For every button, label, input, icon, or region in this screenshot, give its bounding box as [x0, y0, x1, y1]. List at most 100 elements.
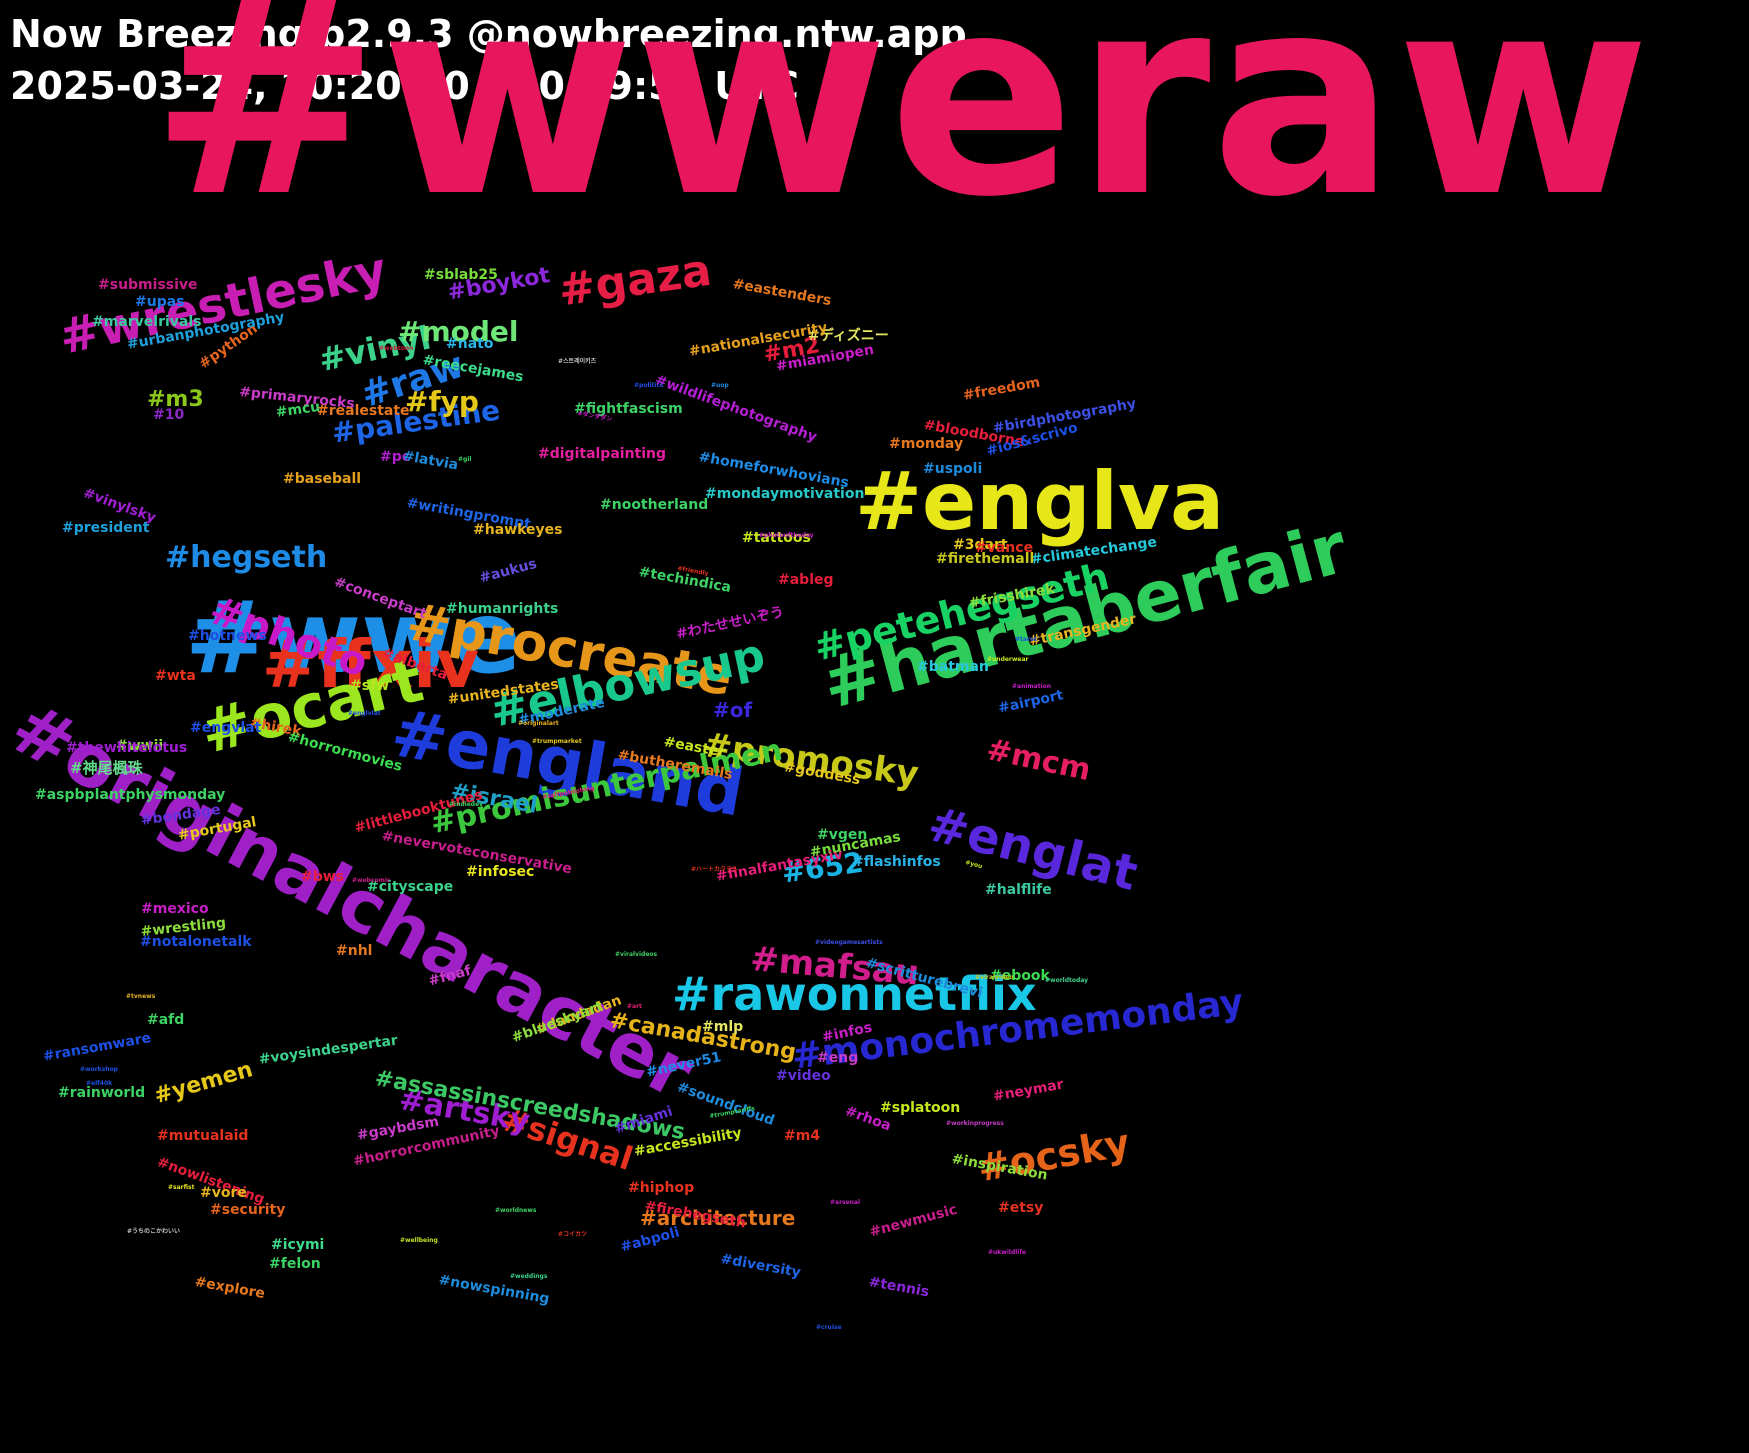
hashtag-mexico: #mexico — [141, 901, 209, 917]
hashtag-batman: #batman — [917, 659, 989, 675]
hashtag-tarot: #tarot — [1015, 636, 1037, 643]
hashtag-tag: #うちのこかわいい — [127, 1228, 181, 1235]
hashtag-ffxiv: #ffxiv — [262, 626, 479, 703]
hashtag-pc: #pc — [380, 449, 411, 465]
hashtag-mcm: #mcm — [983, 732, 1094, 789]
hashtag-tag: #神尾楓珠 — [70, 759, 143, 777]
hashtag-trumpmarket: #trumpmarket — [532, 738, 582, 745]
hashtag-videogamesartists: #videogamesartists — [815, 939, 883, 946]
hashtag-ukwildlife: #ukwildlife — [988, 1249, 1027, 1256]
hashtag-weddings: #weddings — [510, 1273, 548, 1280]
hashtag-explore: #explore — [193, 1274, 267, 1303]
hashtag-cityscape: #cityscape — [367, 879, 454, 895]
hashtag-president: #president — [62, 520, 150, 536]
hashtag-sarfist: #sarfist — [168, 1184, 195, 1191]
hashtag-nato: #nato — [446, 336, 494, 352]
hashtag-vgen: #vgen — [817, 827, 868, 843]
hashtag-newmusic: #newmusic — [867, 1201, 959, 1241]
hashtag-digitalpainting: #digitalpainting — [538, 446, 667, 462]
hashtag-yemen: #yemen — [151, 1057, 256, 1110]
hashtag-video: #video — [776, 1068, 831, 1084]
hashtag-politics: #politics — [634, 382, 664, 389]
hashtag-wwii: #wwii — [116, 738, 164, 754]
hashtag-gil: #gil — [458, 456, 472, 463]
hashtag-ocsky: #ocsky — [974, 1120, 1133, 1191]
hashtag-freedom: #freedom — [961, 374, 1042, 404]
hashtag-marvelrivals: #marvelrivals — [92, 314, 202, 330]
page-title: Now Breezing b2.9.3 @nowbreezing.ntw.app — [10, 12, 967, 56]
hashtag-security: #security — [210, 1202, 286, 1218]
hashtag-eastenders: #eastenders — [731, 276, 833, 310]
hashtag-tag: #コイカツ — [558, 1231, 588, 1238]
hashtag-tattoos: #tattoos — [742, 530, 811, 546]
hashtag-rawonnetflix: #rawonnetflix — [672, 967, 1037, 1021]
hashtag-tvnews: #tvnews — [126, 993, 156, 1000]
hashtag-of: #of — [713, 698, 753, 722]
hashtag-latvia: #latvia — [401, 448, 460, 474]
hashtag-gaza: #gaza — [555, 244, 715, 317]
hashtag-hegseth: #hegseth — [165, 540, 328, 575]
hashtag-hiphop: #hiphop — [628, 1180, 695, 1196]
hashtag-ebook: #ebook — [990, 968, 1050, 984]
hashtag-felon: #felon — [269, 1256, 321, 1272]
hashtag-englvlat: #englvlat — [348, 710, 381, 717]
hashtag-diversity: #diversity — [719, 1251, 802, 1281]
hashtag-tag: #스트레이키즈 — [558, 358, 597, 365]
hashtag-workshop: #workshop — [80, 1066, 118, 1073]
hashtag-hawkeyes: #hawkeyes — [473, 522, 563, 538]
hashtag-mondaymotivation: #mondaymotivation — [705, 486, 865, 502]
hashtag-model: #model — [398, 315, 519, 348]
hashtag-underwear: #underwear — [987, 656, 1029, 663]
hashtag-voysindespertar: #voysindespertar — [257, 1032, 399, 1068]
hashtag-afd: #afd — [147, 1012, 185, 1028]
hashtag-tennis: #tennis — [867, 1274, 931, 1301]
hashtag-splatoon: #splatoon — [880, 1100, 961, 1116]
hashtag-homeforwhovians: #homeforwhovians — [697, 449, 851, 492]
hashtag-infosec: #infosec — [466, 864, 535, 880]
hashtag-uop: #uop — [711, 382, 729, 389]
hashtag-fightfascism: #fightfascism — [574, 401, 683, 417]
hashtag-baseball: #baseball — [283, 471, 362, 487]
hashtag-worldtoday: #worldtoday — [1045, 977, 1089, 984]
hashtag-m4: #m4 — [784, 1128, 821, 1144]
hashtag-tag: #ハートカクテル — [691, 866, 739, 873]
hashtag-icymi: #icymi — [271, 1237, 325, 1253]
hashtag-ransomware: #ransomware — [41, 1030, 153, 1065]
hashtag-realestate: #realestate — [317, 403, 410, 419]
hashtag-vore: #vore — [200, 1185, 247, 1201]
hashtag-architecture: #architecture — [640, 1206, 796, 1230]
hashtag-indiedev: #indiedev — [449, 801, 484, 808]
hashtag-mlp: #mlp — [702, 1019, 744, 1035]
hashtag-nootherland: #nootherland — [600, 497, 709, 513]
hashtag-originalart: #originalart — [518, 720, 559, 727]
hashtag-engvlat: #engvlat — [190, 720, 262, 736]
hashtag-wta: #wta — [155, 668, 196, 684]
hashtag-sblab25: #sblab25 — [424, 267, 498, 283]
hashtag-thewhitelotus: #thewhitelotus — [66, 740, 188, 756]
hashtag-sfw: #sfw — [350, 678, 390, 694]
hashtag-etsy: #etsy — [998, 1200, 1044, 1216]
hashtag-rainworld: #rainworld — [58, 1085, 146, 1101]
hashtag-upas: #upas — [135, 294, 185, 310]
hashtag-firethemall: #firethemall — [936, 551, 1035, 567]
hashtag-flashinfos: #flashinfos — [852, 854, 941, 870]
hashtag-photooftheday: #photooftheday — [759, 532, 814, 539]
hashtag-bws: #bws — [301, 869, 345, 885]
hashtag-cruise: #cruise — [816, 1324, 842, 1331]
hashtag-airport: #airport — [996, 687, 1065, 717]
time-range-subtitle: 2025-03-24, 20:20:00 - 20:29:59 UTC — [10, 64, 799, 108]
hashtag-vance: #vance — [975, 540, 1034, 556]
hashtag-elf40k: #elf40k — [86, 1080, 113, 1087]
hashtag-submissive: #submissive — [98, 277, 198, 293]
hashtag-arsenal: #arsenal — [830, 1199, 861, 1206]
hashtag-monday: #monday — [889, 436, 964, 452]
hashtag-m3: #m3 — [147, 387, 204, 412]
hashtag-hotnews: #hotnews — [188, 628, 267, 644]
hashtag-neymar: #neymar — [991, 1076, 1065, 1105]
hashtag-notalonetalk: #notalonetalk — [140, 934, 252, 950]
hashtag-aspbplantphysmonday: #aspbplantphysmonday — [35, 787, 226, 803]
hashtag-3dart: #3dart — [953, 537, 1008, 553]
hashtag-worldnews: #worldnews — [495, 1207, 537, 1214]
hashtag-humanrights: #humanrights — [446, 601, 559, 617]
